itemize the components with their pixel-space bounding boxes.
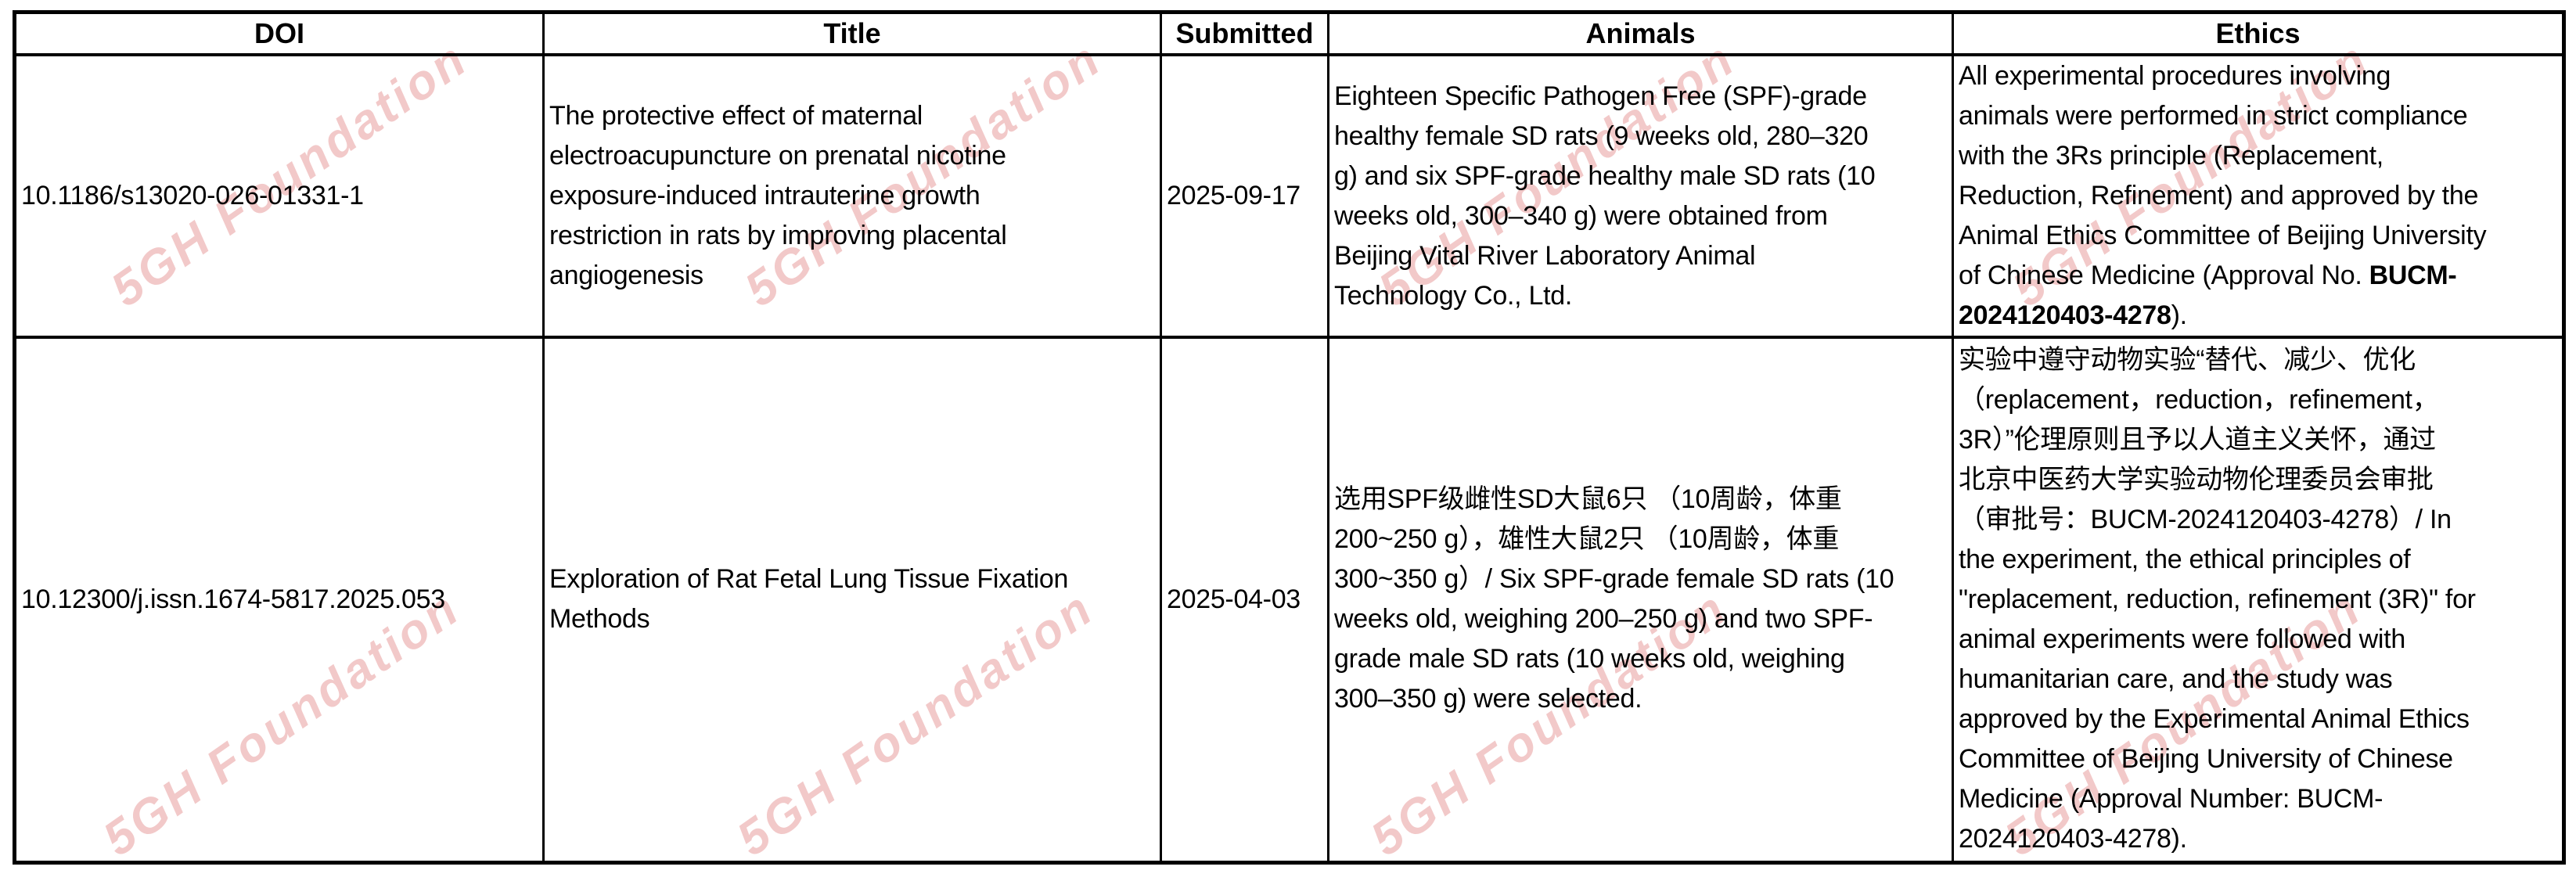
table-row: 10.12300/j.issn.1674-5817.2025.053 Explo… [13,336,2565,864]
submitted-cell: 2025-04-03 [1160,336,1329,864]
table-row: 10.1186/s13020-026-01331-1 The protectiv… [13,53,2565,339]
title-cell: The protective effect of maternal electr… [542,53,1162,339]
ethics-cell: 实验中遵守动物实验“替代、减少、优化 （replacement，reductio… [1952,336,2565,864]
doi-cell: 10.12300/j.issn.1674-5817.2025.053 [13,336,545,864]
submitted-cell: 2025-09-17 [1160,53,1329,339]
header-cell-animals: Animals [1327,11,1954,56]
animals-cell: Eighteen Specific Pathogen Free (SPF)-gr… [1327,53,1954,339]
ethics-cell: All experimental procedures involving an… [1952,53,2565,339]
submissions-table: DOI Title Submitted Animals Ethics 10.11… [13,10,2566,865]
header-cell-submitted: Submitted [1160,11,1329,56]
header-cell-doi: DOI [13,11,545,56]
doi-cell: 10.1186/s13020-026-01331-1 [13,53,545,339]
header-row: DOI Title Submitted Animals Ethics [13,11,2565,56]
header-cell-ethics: Ethics [1952,11,2565,56]
header-cell-title: Title [542,11,1162,56]
title-cell: Exploration of Rat Fetal Lung Tissue Fix… [542,336,1162,864]
animals-cell: 选用SPF级雌性SD大鼠6只 （10周龄，体重 200~250 g），雄性大鼠2… [1327,336,1954,864]
